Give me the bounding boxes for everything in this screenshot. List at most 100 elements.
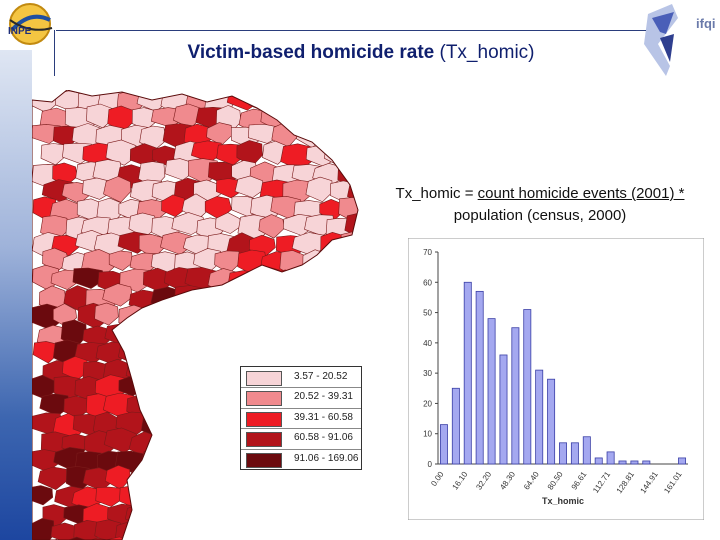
municipality-region [162,342,195,368]
municipality-region [282,107,317,130]
municipality-region [149,467,178,495]
municipality-region [284,284,314,309]
municipality-region [327,323,358,348]
municipality-region [185,451,215,475]
municipality-region [171,320,198,344]
municipality-region [359,302,362,327]
municipality-region [262,505,294,528]
municipality-region [192,356,222,380]
municipality-region [234,467,261,494]
ifqi-logo-text: ifqi [696,16,716,31]
histogram-bar [618,460,627,465]
y-tick-label: 10 [423,430,432,439]
municipality-region [150,504,179,531]
page-title: Victim-based homicide rate (Tx_homic) [56,42,666,64]
municipality-region [338,266,358,292]
municipality-region [150,360,180,385]
municipality-region [241,287,267,312]
municipality-region [206,340,235,363]
histogram-bar [630,460,639,465]
municipality-region [206,449,233,474]
formula-line1: Tx_homic = count homicide events (2001) … [360,183,720,205]
municipality-region [129,325,160,348]
municipality-region [128,467,163,492]
municipality-region [150,430,178,453]
x-axis-label: Tx_homic [542,496,584,506]
municipality-region [227,485,261,512]
municipality-region [161,451,194,479]
municipality-region [316,519,352,540]
municipality-region [95,486,124,507]
municipality-region [319,90,346,113]
municipality-region [305,535,334,540]
municipality-region [230,308,262,329]
municipality-region [249,483,281,509]
legend-label: 91.06 - 169.06 [294,452,359,464]
map-legend: 3.57 - 20.52 20.52 - 39.31 39.31 - 60.58 60… [240,366,362,470]
municipality-region [360,521,362,540]
histogram-bar [559,442,567,465]
municipality-region [260,467,294,491]
legend-divider [241,448,361,450]
municipality-region [213,394,244,417]
municipality-region [174,285,207,312]
histogram-bar [511,327,520,465]
histogram-bar [487,318,496,465]
municipality-region [249,344,280,367]
municipality-region [325,250,357,276]
municipality-region [271,90,295,111]
legend-divider [241,407,361,409]
municipality-region [40,143,66,166]
histogram-bar [594,457,603,465]
municipality-region [147,319,180,348]
histogram-bar [451,387,460,465]
municipality-region [271,523,301,540]
histogram-bar [678,457,687,465]
legend-swatch [246,391,282,407]
legend-swatch [246,371,282,386]
municipality-region [304,500,329,526]
municipality-region [348,141,358,170]
municipality-region [184,484,214,514]
municipality-region [334,90,358,116]
municipality-region [174,468,204,496]
municipality-region [273,340,305,367]
legend-divider [241,428,361,430]
chart-frame [408,238,704,520]
municipality-region [301,289,335,316]
municipality-region [317,306,348,333]
histogram-bar [547,378,556,465]
histogram-bar [475,290,484,465]
municipality-region [313,339,347,365]
municipality-region [295,487,322,513]
municipality-region [305,144,339,167]
municipality-region [142,518,175,540]
municipality-region [214,322,242,347]
municipality-region [268,269,302,300]
formula-prefix: Tx_homic = [395,185,478,202]
y-tick-label: 30 [423,369,432,378]
municipality-region [63,536,90,540]
municipality-region [138,378,167,407]
municipality-region [193,503,221,530]
municipality-region [336,485,358,511]
municipality-region [338,338,358,368]
municipality-region [347,289,358,311]
municipality-region [297,338,326,364]
municipality-region [236,140,263,167]
municipality-region [103,176,132,203]
municipality-region [274,302,304,328]
municipality-region [205,520,238,540]
municipality-region [182,410,210,435]
municipality-region [306,465,337,494]
municipality-region [165,487,194,512]
histogram-bar [582,436,591,465]
formula-text: Tx_homic = count homicide events (2001) … [360,183,720,227]
municipality-region [296,306,331,329]
legend-label: 39.31 - 60.58 [294,411,353,423]
municipality-region [192,431,221,455]
inpe-logo-text: INPE [8,26,32,37]
legend-divider [241,387,361,389]
municipality-region [104,536,133,540]
histogram-bar [642,460,651,465]
